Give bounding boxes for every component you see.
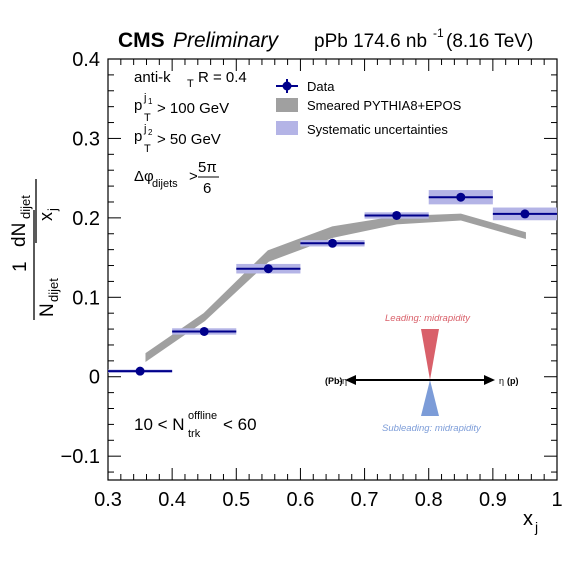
y-label-n-sub: dijet [46, 278, 61, 302]
x-tick-label: 0.9 [479, 489, 507, 511]
x-tick-label: 0.3 [94, 489, 122, 511]
header-status: Preliminary [173, 29, 280, 52]
data-point [456, 192, 466, 202]
y-axis-label: 1 N dijet dN dijet x j [9, 179, 61, 320]
x-tick-label: 0.6 [287, 489, 315, 511]
cut-pt1-p: p [134, 97, 142, 114]
legend: Data Smeared PYTHIA8+EPOS Systematic unc… [276, 79, 462, 137]
cut-dphi-den: 6 [203, 180, 211, 197]
cut-pt2-p: p [134, 128, 142, 145]
inset-subleading-label: Subleading: midrapidity [382, 423, 482, 434]
x-axis-label: x [523, 508, 533, 530]
inset-right-bold: (p) [507, 376, 519, 386]
legend-entry-data: Data [276, 79, 335, 94]
cut-algo-a: anti-k [134, 69, 171, 86]
header-energy: (8.16 TeV) [446, 31, 533, 52]
cut-algo-b: R = 0.4 [198, 69, 247, 86]
data-point [520, 209, 530, 219]
selection-cuts: anti-k T R = 0.4 p j 1 T > 100 GeV p j 2… [134, 69, 257, 440]
data-point [263, 264, 273, 274]
x-tick-label: 0.4 [158, 489, 186, 511]
cut-dphi-sub: dijets [152, 178, 178, 190]
header-lumi: pPb 174.6 nb [314, 31, 427, 52]
cut-mult-b: < 60 [223, 415, 257, 434]
legend-label-data: Data [307, 79, 335, 94]
inset-leading-label: Leading: midrapidity [385, 313, 471, 324]
cut-pt2-sup: j [143, 123, 146, 135]
cut-mult-a: 10 < N [134, 415, 185, 434]
y-label-x-sub: j [45, 208, 60, 212]
cut-pt1-sub: T [144, 112, 151, 124]
cut-pt2-sup2: 2 [148, 128, 153, 137]
model-band [145, 213, 526, 362]
data-point [135, 366, 145, 376]
cut-pt1-sup: j [143, 92, 146, 104]
y-tick-label: 0.3 [72, 128, 100, 150]
cut-mult-sup: offline [188, 410, 217, 422]
cut-pt1-sup2: 1 [148, 97, 153, 106]
inset-left-bold: (Pb) [325, 376, 343, 386]
y-label-n: N [37, 303, 58, 317]
cut-mult-sub: trk [188, 428, 201, 440]
cut-pt2-rest: > 50 GeV [157, 131, 221, 148]
header-lumi-exponent: -1 [433, 26, 444, 40]
y-tick-label: 0.2 [72, 208, 100, 230]
y-tick-label: 0 [89, 367, 100, 389]
plot-frame [107, 58, 558, 481]
inset-left-eta: -η [339, 376, 347, 386]
cut-pt2-sub: T [144, 143, 151, 155]
y-label-one: 1 [10, 261, 31, 272]
x-tick-label: 0.7 [351, 489, 379, 511]
y-label-dn: dN [9, 223, 30, 247]
x-tick-label: 0.5 [222, 489, 250, 511]
cut-dphi-gt: > [189, 168, 198, 185]
subleading-cone [421, 380, 439, 416]
x-axis-label-sub: j [534, 519, 538, 535]
data-point [392, 210, 402, 220]
inset-right-eta: η [499, 376, 504, 386]
leading-cone [421, 329, 439, 380]
legend-entry-syst: Systematic uncertainties [276, 121, 448, 137]
header-experiment: CMS [118, 29, 165, 52]
rapidity-inset: Leading: midrapidity (Pb) -η η (p) Suble… [325, 313, 519, 434]
cut-pt1-rest: > 100 GeV [157, 100, 229, 117]
y-tick-label: 0.4 [72, 49, 100, 71]
data-point [328, 238, 337, 248]
legend-entry-model: Smeared PYTHIA8+EPOS [276, 98, 462, 113]
y-label-x: x [36, 212, 56, 221]
cut-algo-sub: T [187, 78, 194, 90]
cut-dphi-num: 5π [198, 159, 217, 176]
legend-label-model: Smeared PYTHIA8+EPOS [307, 98, 462, 113]
x-tick-label: 0.8 [415, 489, 443, 511]
cut-dphi-sym: Δφ [134, 168, 154, 185]
legend-label-syst: Systematic uncertainties [307, 122, 448, 137]
x-tick-label: 1 [551, 489, 562, 511]
y-tick-label: 0.1 [72, 287, 100, 309]
data-point [199, 326, 209, 336]
y-label-dn-sub: dijet [18, 195, 33, 219]
y-tick-label: −0.1 [61, 446, 100, 468]
